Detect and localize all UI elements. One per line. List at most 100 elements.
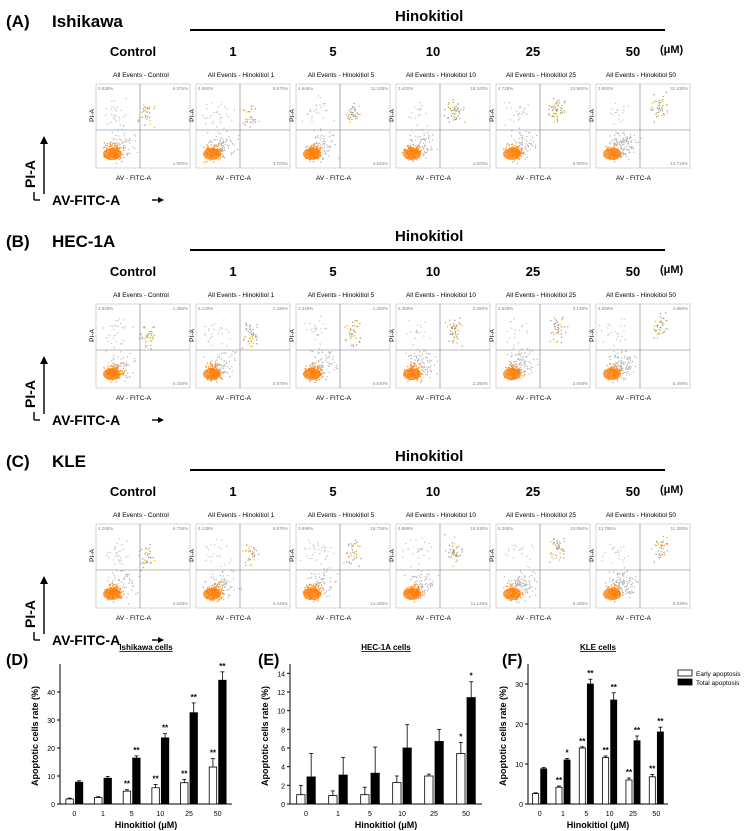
- quadrant-percentage: 6.900%: [572, 161, 588, 166]
- x-tick-label: 10: [398, 811, 406, 818]
- flow-scatter: [195, 83, 291, 169]
- flow-plot-title: All Events - Hinokitiol 50: [605, 72, 677, 79]
- flow-scatter: [95, 83, 191, 169]
- flow-x-axis-label: AV - FITC-A: [516, 395, 551, 402]
- y-tick-label: 0: [51, 802, 55, 809]
- significance-mark: **: [181, 769, 188, 778]
- significance-mark: **: [649, 764, 656, 773]
- flow-y-axis-label: PI-A: [188, 109, 196, 122]
- concentration-label: Control: [109, 44, 157, 59]
- significance-mark: **: [152, 774, 159, 783]
- significance-mark: *: [459, 732, 463, 741]
- quadrant-percentage: 6.878%: [272, 526, 288, 531]
- concentration-label: 10: [425, 484, 441, 499]
- axis-arrows: [33, 356, 164, 423]
- flow-x-axis-label: AV - FITC-A: [216, 615, 251, 622]
- significance-mark: **: [556, 776, 563, 785]
- flow-y-axis-label: PI-A: [388, 549, 396, 562]
- flow-y-axis-label: PI-A: [188, 329, 196, 342]
- bar-total: [160, 737, 170, 805]
- y-tick-label: 40: [47, 690, 55, 697]
- flow-plot: All Events - Hinokitiol 1 5.130% 1.438% 0.8…: [188, 292, 294, 402]
- flow-plot-title: All Events - Hinokitiol 1: [207, 292, 275, 299]
- flow-plot: All Events - Hinokitiol 10 3.420% 18.100% 4…: [388, 72, 494, 182]
- quadrant-percentage: 8.970%: [272, 86, 288, 91]
- x-tick-label: 50: [462, 811, 470, 818]
- bar-total: [218, 679, 227, 805]
- bar-total: [434, 741, 444, 805]
- flow-x-axis-label: AV - FITC-A: [316, 395, 351, 402]
- flow-y-axis-label: PI-A: [488, 549, 496, 562]
- panel-label: (B): [6, 232, 30, 251]
- flow-x-axis-label: AV - FITC-A: [616, 395, 651, 402]
- flow-y-axis-label: PI-A: [388, 329, 396, 342]
- flow-y-axis-label: PI-A: [588, 109, 596, 122]
- bar-total: [656, 731, 664, 805]
- quadrant-percentage: 0.640%: [372, 381, 388, 386]
- y-axis-title: Apoptotic cells rate (%): [260, 686, 270, 786]
- concentration-label: 1: [229, 484, 237, 499]
- bar-early: [625, 779, 633, 805]
- quadrant-percentage: 11.108%: [370, 86, 388, 91]
- bar-total: [563, 759, 571, 805]
- cell-line-name: HEC-1A: [52, 232, 116, 251]
- y-tick-label: 10: [515, 762, 523, 769]
- bar-total: [633, 740, 641, 805]
- y-tick-label: 4: [281, 765, 285, 772]
- quadrant-percentage: 1.438%: [272, 306, 288, 311]
- quadrant-percentage: 24.900%: [570, 86, 588, 91]
- concentration-label: 50: [625, 44, 641, 59]
- significance-mark: **: [124, 780, 131, 789]
- flow-x-axis-label: AV - FITC-A: [116, 175, 151, 182]
- bar-early: [296, 794, 306, 805]
- flow-plot-title: All Events - Hinokitiol 50: [605, 292, 677, 299]
- flow-y-axis-label: PI-A: [488, 109, 496, 122]
- chart-title: KLE cells: [580, 643, 617, 652]
- quadrant-percentage: 4.888%: [398, 526, 414, 531]
- bar-total: [370, 772, 380, 805]
- quadrant-percentage: 14.718%: [670, 161, 688, 166]
- flow-scatter: [595, 523, 691, 609]
- bar-early: [578, 747, 586, 805]
- x-tick-label: 50: [214, 811, 222, 818]
- quadrant-percentage: 5.938%: [672, 601, 688, 606]
- flow-scatter: [395, 83, 491, 169]
- x-axis-title: Hinokitiol (μM): [115, 820, 178, 830]
- bar-total: [132, 757, 141, 805]
- quadrant-percentage: 3.700%: [272, 161, 288, 166]
- quadrant-percentage: 5.130%: [198, 306, 214, 311]
- x-tick-label: 0: [538, 811, 542, 818]
- flow-plot-title: All Events - Control: [113, 72, 169, 79]
- significance-mark: **: [634, 726, 641, 735]
- significance-mark: **: [603, 746, 610, 755]
- significance-mark: *: [565, 748, 569, 757]
- bar-early: [151, 787, 160, 805]
- bar-total: [610, 699, 618, 805]
- hinokitiol-label: Hinokitiol: [395, 228, 464, 245]
- significance-mark: **: [611, 683, 618, 692]
- bar-early: [555, 786, 563, 805]
- quadrant-percentage: 2.538%: [172, 601, 188, 606]
- flow-x-axis-label: AV - FITC-A: [616, 615, 651, 622]
- quadrant-percentage: 1.260%: [372, 306, 388, 311]
- x-tick-label: 0: [72, 811, 76, 818]
- bar-early: [392, 782, 402, 805]
- quadrant-percentage: 4.728%: [498, 86, 514, 91]
- av-fitc-axis-label: AV-FITC-A: [52, 632, 121, 648]
- bar-total: [402, 747, 412, 805]
- bar-early: [456, 753, 466, 805]
- bar-total: [74, 781, 84, 805]
- bar-early: [328, 795, 338, 805]
- pi-axis-label: PI-A: [22, 160, 38, 188]
- quadrant-percentage: 3.448%: [298, 306, 314, 311]
- quadrant-percentage: 14.288%: [370, 601, 388, 606]
- flow-plot-title: All Events - Hinokitiol 25: [505, 512, 577, 519]
- concentration-label: 10: [425, 264, 441, 279]
- bar-early: [532, 793, 540, 805]
- quadrant-percentage: 5.388%: [498, 526, 514, 531]
- y-tick-label: 12: [277, 690, 285, 697]
- y-axis-title: Apoptotic cells rate (%): [498, 686, 508, 786]
- flow-x-axis-label: AV - FITC-A: [116, 395, 151, 402]
- flow-plot-title: All Events - Hinokitiol 1: [207, 512, 275, 519]
- concentration-label: 1: [229, 44, 237, 59]
